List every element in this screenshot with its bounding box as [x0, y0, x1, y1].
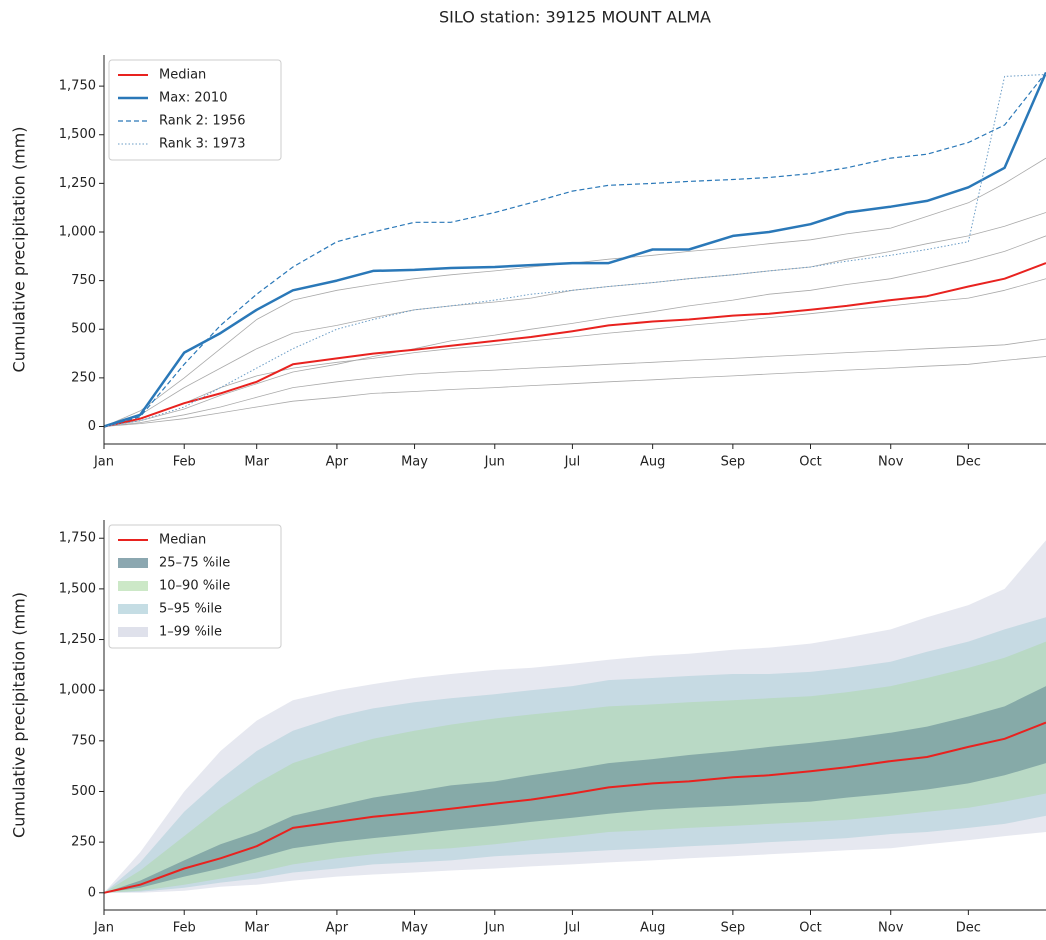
legend-swatch	[118, 581, 148, 591]
y-tick-label: 750	[71, 273, 96, 288]
x-tick-label: Mar	[244, 921, 269, 936]
series-line	[103, 212, 1046, 427]
y-tick-label: 1,500	[59, 127, 96, 142]
x-tick-label: Jul	[564, 921, 581, 936]
x-tick-label: Dec	[956, 921, 981, 936]
legend-label: 25–75 %ile	[159, 556, 230, 571]
x-tick-label: Sep	[721, 455, 746, 470]
series-line	[103, 356, 1046, 427]
x-tick-label: May	[401, 921, 428, 936]
series-line	[103, 235, 1046, 427]
series-line	[103, 72, 1046, 428]
y-tick-label: 1,000	[59, 224, 96, 239]
legend-frame	[108, 59, 282, 161]
x-tick-label: Feb	[173, 455, 196, 470]
y-tick-label: 0	[88, 885, 96, 900]
series-line	[103, 278, 1046, 427]
y-tick-label: 1,500	[59, 581, 96, 596]
x-tick-label: Apr	[326, 455, 349, 470]
y-tick-label: 1,750	[59, 79, 96, 94]
x-tick-label: Oct	[799, 455, 821, 470]
legend-label: 5–95 %ile	[159, 602, 222, 617]
x-tick-label: May	[401, 455, 428, 470]
axes: 0 250 500 750 1,000 1,250 1,500 1,750 Jan Feb Mar A…	[10, 55, 1046, 470]
y-tick-label: 500	[71, 784, 96, 799]
x-tick-label: Mar	[244, 455, 269, 470]
y-tick-label: 500	[71, 322, 96, 337]
x-tick-label: Jul	[564, 455, 581, 470]
x-tick-label: Jan	[93, 455, 114, 470]
x-tick-label: Sep	[721, 921, 746, 936]
x-tick-label: Jan	[93, 921, 114, 936]
y-tick-label: 1,750	[59, 531, 96, 546]
legend-label: 10–90 %ile	[159, 579, 230, 594]
series-line	[103, 72, 1046, 428]
series-line	[103, 721, 1046, 894]
legend: Median 25–75 %ile 10–90 %ile 5–95 %ile 1–99 …	[108, 524, 282, 649]
y-axis-label: Cumulative precipitation (mm)	[10, 592, 29, 838]
series-line	[103, 262, 1046, 428]
series-line	[103, 338, 1046, 427]
x-tick-label: Aug	[640, 921, 665, 936]
y-tick-label: 1,250	[59, 176, 96, 191]
y-tick-label: 250	[71, 370, 96, 385]
legend-swatch	[118, 604, 148, 614]
y-tick-label: 1,000	[59, 683, 96, 698]
legend-label: Rank 2: 1956	[159, 114, 245, 129]
legend-label: 1–99 %ile	[159, 625, 222, 640]
x-tick-label: Jun	[484, 455, 505, 470]
legend-label: Rank 3: 1973	[159, 137, 245, 152]
legend-swatch	[118, 558, 148, 568]
y-tick-label: 1,250	[59, 632, 96, 647]
y-tick-label: 0	[88, 419, 96, 434]
legend: Median Max: 2010 Rank 2: 1956 Rank 3: 1973	[108, 59, 282, 161]
x-tick-label: Aug	[640, 455, 665, 470]
x-tick-label: Dec	[956, 455, 981, 470]
percentile-band	[104, 686, 1046, 893]
legend-frame	[108, 524, 282, 649]
y-tick-label: 750	[71, 733, 96, 748]
y-tick-label: 250	[71, 835, 96, 850]
x-tick-label: Apr	[326, 921, 349, 936]
x-tick-label: Nov	[878, 455, 904, 470]
legend-label: Median	[159, 533, 206, 548]
y-axis-label: Cumulative precipitation (mm)	[10, 127, 29, 373]
axes: 0 250 500 750 1,000 1,250 1,500 1,750 Jan Feb Mar A…	[10, 520, 1046, 936]
x-tick-label: Oct	[799, 921, 821, 936]
x-tick-label: Jun	[484, 921, 505, 936]
x-tick-label: Nov	[878, 921, 904, 936]
legend-label: Median	[159, 68, 206, 83]
legend-swatch	[118, 627, 148, 637]
x-tick-label: Feb	[173, 921, 196, 936]
figure-title: SILO station: 39125 MOUNT ALMA	[439, 8, 711, 27]
legend-label: Max: 2010	[159, 91, 227, 106]
series-line	[103, 74, 1046, 427]
